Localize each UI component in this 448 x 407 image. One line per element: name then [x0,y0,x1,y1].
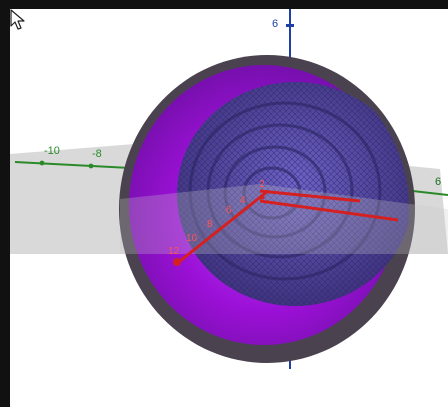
red-line-lower [259,199,399,222]
y-axis-label-2: 2 [259,179,265,190]
y-axis-label-10: 10 [186,233,198,244]
x-axis-tick-minus8 [88,163,94,169]
x-axis-label-right: 6 [435,176,441,188]
graphics-3d-view[interactable]: 6 -10 -8 6 2 4 [10,9,448,407]
y-axis-label-8: 8 [207,219,213,230]
mesh-ring-1 [188,101,382,281]
cursor-arrow-icon [10,9,25,30]
x-axis-line-left [14,161,131,169]
z-axis-label-top: 6 [272,18,278,30]
x-axis-tick-minus10 [39,160,45,166]
x-axis-label-minus10: -10 [44,145,60,157]
mesh-ring-4 [242,166,302,220]
x-axis-label-minus8: -8 [92,148,102,160]
z-axis-tick [286,24,294,27]
y-axis-line [174,189,269,267]
y-axis-label-4: 4 [240,195,246,206]
y-axis-label-6: 6 [226,205,232,216]
y-axis-label-12: 12 [168,246,180,257]
xy-plane-front [120,184,448,254]
origin-point [259,194,265,200]
y-axis-arrow-end [173,258,181,266]
mesh-ring-3 [223,145,327,239]
red-line-upper [259,189,361,203]
mesh-ring-2 [206,123,354,259]
scene-svg[interactable]: 6 -10 -8 6 2 4 [10,9,448,407]
